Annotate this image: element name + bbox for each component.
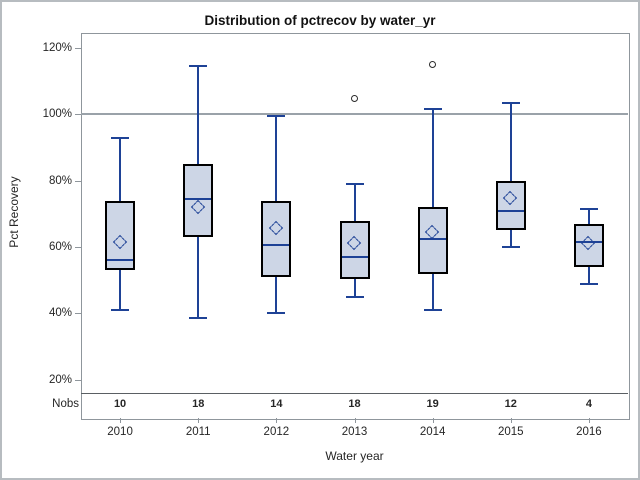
nobs-value-2011: 18: [192, 398, 205, 410]
whisker-cap-top-2010: [111, 136, 130, 139]
whisker-cap-bottom-2011: [189, 317, 208, 320]
x-tick-mark: [120, 418, 122, 423]
whisker-cap-bottom-2013: [345, 295, 364, 298]
y-tick-mark: [75, 47, 81, 49]
whisker-cap-bottom-2016: [579, 282, 598, 285]
median-line-2015: [497, 209, 524, 212]
nobs-value-2015: 12: [504, 398, 517, 410]
x-tick-label: 2013: [341, 426, 368, 438]
box-body-2016: [573, 223, 604, 267]
y-tick-label: 20%: [48, 373, 72, 386]
x-tick-label: 2015: [497, 426, 524, 438]
whisker-cap-top-2013: [345, 183, 364, 185]
y-tick-label: 40%: [48, 307, 72, 320]
whisker-cap-bottom-2010: [111, 309, 130, 312]
box-body-2015: [495, 180, 526, 231]
y-axis-title: Pct Recovery: [7, 176, 21, 248]
whisker-cap-bottom-2012: [267, 312, 286, 315]
nobs-value-2016: 4: [585, 398, 592, 410]
nobs-row-label: Nobs: [52, 398, 79, 410]
whisker-cap-top-2016: [579, 207, 598, 210]
y-tick-label: 80%: [48, 174, 72, 187]
x-tick-mark: [588, 418, 590, 423]
x-tick-mark: [354, 418, 356, 423]
x-tick-label: 2016: [576, 426, 602, 438]
nobs-value-2014: 19: [426, 398, 439, 410]
whisker-cap-top-2012: [267, 114, 286, 117]
nobs-value-2010: 10: [113, 398, 127, 410]
whisker-cap-top-2011: [189, 65, 208, 68]
nobs-value-2012: 14: [270, 398, 283, 410]
whisker-cap-bottom-2014: [423, 309, 442, 312]
outlier-point-2013: [350, 95, 358, 103]
median-line-2016: [575, 241, 602, 244]
median-line-2012: [263, 244, 290, 247]
box-body-2013: [339, 220, 370, 279]
x-tick-mark: [198, 418, 200, 423]
whisker-cap-top-2014: [423, 108, 442, 111]
whisker-2015: [509, 102, 512, 248]
x-tick-mark: [432, 418, 434, 423]
chart-title: Distribution of pctrecov by water_yr: [204, 13, 436, 28]
x-tick-mark: [510, 418, 512, 423]
y-tick-label: 120%: [42, 41, 72, 54]
box-body-2014: [417, 207, 448, 274]
box-body-2012: [261, 200, 292, 277]
nobs-value-2013: 18: [348, 398, 361, 410]
y-tick-mark: [75, 379, 81, 381]
x-tick-label: 2012: [263, 426, 290, 438]
x-tick-label: 2014: [419, 426, 446, 438]
box-body-2011: [183, 164, 214, 238]
median-line-2010: [107, 259, 134, 262]
nobs-divider-line: [81, 393, 628, 394]
y-tick-mark: [75, 114, 81, 116]
whisker-cap-bottom-2015: [501, 246, 520, 249]
box-body-2010: [105, 200, 136, 271]
y-tick-label: 60%: [48, 241, 72, 254]
x-tick-mark: [276, 418, 278, 423]
median-line-2011: [185, 197, 212, 200]
x-axis-title: Water year: [325, 449, 384, 463]
y-tick-mark: [75, 247, 81, 249]
x-tick-label: 2010: [107, 426, 133, 438]
reference-line-100pct: [81, 113, 628, 116]
y-tick-mark: [75, 180, 81, 182]
outlier-point-2014: [428, 60, 436, 68]
y-tick-label: 100%: [42, 108, 72, 121]
x-tick-label: 2011: [185, 426, 211, 438]
y-tick-mark: [75, 313, 81, 315]
median-line-2013: [341, 256, 368, 259]
whisker-cap-top-2015: [501, 101, 520, 104]
median-line-2014: [419, 237, 446, 240]
